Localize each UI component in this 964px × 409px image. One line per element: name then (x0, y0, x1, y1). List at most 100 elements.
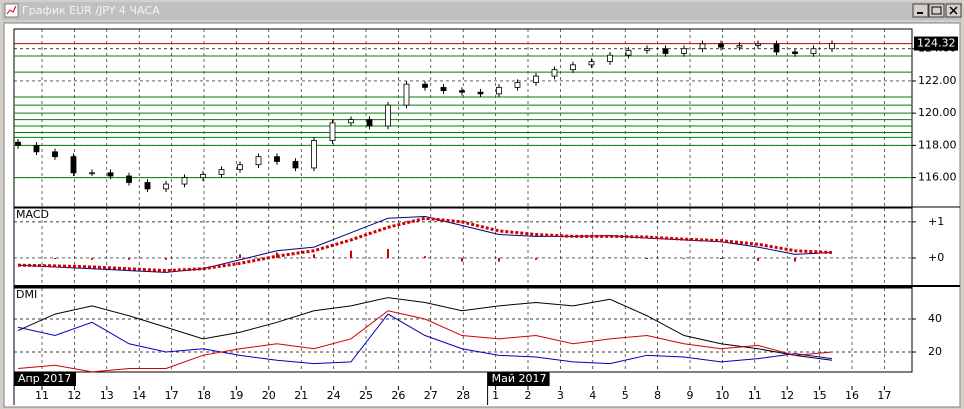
maximize-glyph (931, 6, 942, 15)
candle-body (218, 169, 225, 175)
x-tick-label: 16 (845, 389, 859, 402)
candle-body (255, 156, 262, 166)
candle-body (773, 43, 780, 53)
chart-area (3, 22, 961, 408)
candle-body (755, 43, 761, 46)
candle-body (274, 156, 280, 162)
candle-body (829, 43, 835, 50)
close-glyph (949, 6, 958, 15)
candle-body (70, 156, 77, 174)
x-tick-label: 17 (165, 389, 179, 402)
candle-body (52, 151, 58, 158)
candle-body (329, 122, 336, 141)
candle-body (792, 51, 798, 54)
x-tick-label: 5 (622, 389, 629, 402)
candle-body (181, 177, 188, 185)
candle-body (625, 49, 632, 56)
x-tick-label: 3 (557, 389, 564, 402)
maximize-button[interactable] (928, 3, 945, 18)
x-tick-label: 10 (715, 389, 729, 402)
x-tick-label: 9 (687, 389, 694, 402)
x-tick-label: 4 (589, 389, 596, 402)
candle-body (385, 104, 391, 127)
x-tick-label: 24 (327, 389, 341, 402)
x-tick-label: 11 (748, 389, 762, 402)
candle-body (440, 86, 447, 92)
candle-body (200, 173, 206, 179)
y-tick-label: +1 (928, 215, 944, 228)
candle-body (126, 175, 132, 183)
plot-layer: 11 12 13 14 17 18 19 20 21 24 25 26 27 28 1 2 3 4 5 8 9 10 11 1… (13, 28, 960, 405)
x-tick-label: 1 (492, 389, 499, 402)
y-tick-label: 40 (928, 312, 942, 325)
candle-body (89, 172, 95, 175)
candle-body (570, 64, 576, 71)
x-tick-label: 17 (877, 389, 891, 402)
x-tick-label: 28 (456, 389, 470, 402)
candle-body (15, 141, 21, 146)
month-label-box (14, 372, 76, 386)
minimize-button[interactable] (912, 3, 929, 18)
candle-body (33, 144, 40, 153)
candle-body (718, 43, 724, 48)
candle-body (163, 183, 169, 190)
candle-body (366, 119, 373, 127)
y-tick-label: 118.00 (918, 138, 957, 151)
x-tick-label: 15 (813, 389, 827, 402)
x-tick-label: 20 (262, 389, 276, 402)
indicator-line (17, 216, 833, 273)
y-tick-label: 20 (928, 345, 942, 358)
title-bar (2, 2, 962, 20)
candle-body (311, 140, 317, 169)
candle-body (496, 86, 502, 95)
candle-body (292, 161, 299, 169)
x-tick-label: 27 (424, 389, 438, 402)
candle-body (514, 82, 521, 88)
candle-body (144, 182, 151, 190)
candle-body (237, 164, 243, 170)
candle-body (644, 48, 650, 51)
x-tick-label: 13 (100, 389, 114, 402)
candle-body (348, 119, 354, 124)
x-tick-label: 25 (359, 389, 373, 402)
month-label: Май 2017 (492, 372, 547, 385)
candle-body (662, 48, 669, 54)
candle-body (459, 90, 465, 93)
candle-body (588, 61, 595, 66)
panel-title: DMI (16, 288, 37, 301)
y-tick-label: +0 (928, 251, 944, 264)
x-tick-label: 12 (67, 389, 81, 402)
candle-body (533, 75, 539, 83)
x-tick-label: 26 (391, 389, 405, 402)
indicator-line (17, 297, 833, 361)
x-tick-label: 2 (525, 389, 532, 402)
x-tick-label: 12 (780, 389, 794, 402)
y-tick-label: 120.00 (918, 106, 957, 119)
indicator-line (17, 310, 833, 373)
candle-body (810, 48, 817, 54)
candle-body (551, 69, 558, 77)
candle-body (422, 83, 428, 88)
x-tick-label: 11 (35, 389, 49, 402)
candle-body (681, 48, 687, 54)
window-title: График EUR /JPY 4 ЧАСА (22, 4, 160, 17)
y-tick-label: 116.00 (918, 171, 957, 184)
candle-body (107, 172, 114, 177)
window-icon-line (6, 5, 17, 15)
candle-body (477, 91, 484, 95)
x-tick-label: 21 (294, 389, 308, 402)
candle-body (403, 83, 410, 106)
last-price-label: 124.32 (917, 37, 956, 50)
panel-title: MACD (16, 208, 49, 221)
candle-body (736, 45, 743, 48)
x-tick-label: 14 (132, 389, 146, 402)
x-tick-label: 8 (654, 389, 661, 402)
month-label-box (487, 372, 550, 386)
window-buttons[interactable] (912, 3, 962, 18)
candle-body (699, 43, 706, 50)
indicator-line (17, 313, 833, 365)
last-price-box (914, 36, 958, 51)
x-tick-label: 18 (197, 389, 211, 402)
y-tick-label: 122.00 (918, 74, 957, 87)
